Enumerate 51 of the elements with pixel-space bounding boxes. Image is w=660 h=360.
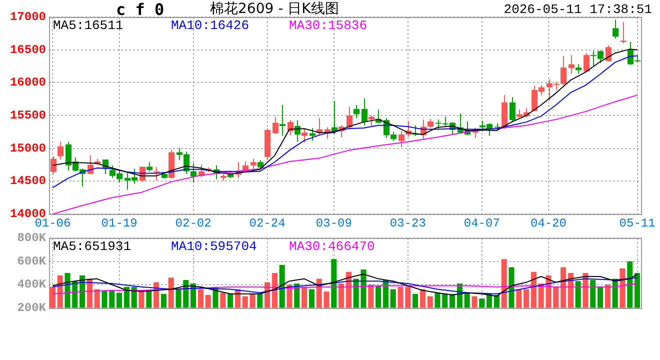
y-tick-label: 14500 [10,174,46,188]
y-tick-label: 17000 [10,10,46,24]
candlestick [50,156,56,174]
y-tick-label: 600K [17,254,47,268]
candlestick [310,127,316,141]
candlestick [280,104,286,136]
candlestick [362,98,368,126]
candlestick [510,96,516,122]
text: MA30:466470 [289,239,375,254]
candlestick [288,120,294,136]
x-tick-label: 04-07 [464,216,500,230]
candlestick [560,55,566,86]
text: MA30:15836 [289,18,368,33]
candlestick [154,166,160,182]
text: MA5:651931 [53,239,132,254]
text: MA10:16426 [171,18,250,33]
x-tick-label: 03-09 [316,216,352,230]
x-tick-label: 04-20 [530,216,567,230]
candlestick [146,162,152,172]
candlestick [302,128,308,143]
candlestick [368,115,374,128]
candlestick [258,160,264,170]
candlestick [436,118,442,130]
x-tick-label: 03-23 [390,216,426,230]
y-tick-label: 16000 [10,76,46,90]
x-tick-label: 02-24 [249,216,286,230]
y-tick-label: 16500 [10,42,46,57]
candlestick [398,130,404,148]
candlestick [58,141,64,160]
candlestick [190,162,196,183]
candlestick [346,106,352,130]
candlestick [354,104,360,119]
y-tick-label: 15500 [10,108,46,123]
text: MA10:595704 [171,239,257,254]
y-tick-label: 200K [17,300,47,315]
y-tick-label: 400K [17,278,47,292]
text: MA5:16511 [53,18,124,33]
text: 2026-05-11 17:38:51 [504,2,652,17]
y-tick-label: 800K [17,231,47,246]
x-tick-label: 05-11 [619,216,656,230]
y-tick-label: 15000 [10,141,46,156]
x-tick-label: 02-02 [175,216,212,230]
candlestick [606,44,612,62]
candlestick [620,22,626,44]
chart-subtitle: c f 0 [116,0,164,19]
candlestick [612,19,618,40]
x-tick-label: 01-19 [101,216,138,230]
candlestick [576,64,582,74]
candlestick [272,116,278,134]
candlestick [250,158,256,170]
chart-title: 棉花2609 - 日K线图 [210,0,339,18]
